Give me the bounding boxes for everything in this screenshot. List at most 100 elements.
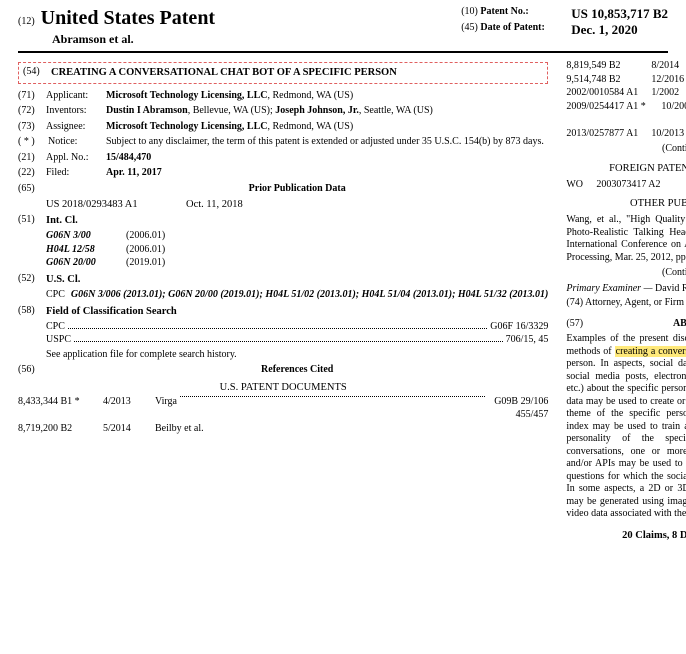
focs-uspc-lbl: USPC xyxy=(46,334,71,347)
appl-code: (21) xyxy=(18,152,46,165)
applicant-code: (71) xyxy=(18,90,46,103)
prior-pub-num: US 2018/0293483 A1 xyxy=(46,198,186,211)
pat-cls: G09B 29/106 xyxy=(488,396,548,409)
inventors-value: Dustin I Abramson, Bellevue, WA (US); Jo… xyxy=(106,105,548,118)
header-right: (10) Patent No.: US 10,853,717 B2 (45) D… xyxy=(461,6,668,39)
refs-head-row: (56) References Cited xyxy=(18,364,548,377)
notice-label: Notice: xyxy=(48,136,106,149)
intcl-sym: H04L 12/58 xyxy=(46,244,126,257)
pat-names: Beilby et al. xyxy=(155,423,548,436)
intcl-ver: (2019.01) xyxy=(126,257,548,270)
pat-date: 8/2014 xyxy=(651,60,686,73)
intcl-code: (51) xyxy=(18,214,46,227)
title-highlight-box: (54) CREATING A CONVERSATIONAL CHAT BOT … xyxy=(18,62,548,84)
dotted-leader xyxy=(74,341,503,342)
header: (12) United States Patent Abramson et al… xyxy=(18,6,668,47)
intcl-label: Int. Cl. xyxy=(46,214,78,227)
intcl-head: (51) Int. Cl. xyxy=(18,214,548,227)
abstract-text: Examples of the present disclosure descr… xyxy=(566,333,686,521)
intcl-ver: (2006.01) xyxy=(126,230,548,243)
pat-names: Virga xyxy=(155,396,177,409)
us-pats-list: 8,433,344 B1 * 4/2013 Virga G09B 29/106 … xyxy=(18,396,548,436)
cpc-value: G06N 3/006 (2013.01); G06N 20/00 (2019.0… xyxy=(71,289,548,302)
examiner-label: Primary Examiner — xyxy=(566,283,652,294)
filed-value: Apr. 11, 2017 xyxy=(106,167,548,180)
abstract-head: ABSTRACT xyxy=(594,318,686,331)
appl-field: (21) Appl. No.: 15/484,470 xyxy=(18,152,548,165)
uscl-code: (52) xyxy=(18,273,46,286)
attorney-label: (74) Attorney, Agent, or Firm — xyxy=(566,297,686,308)
foreign-num: 2003073417 A2 xyxy=(596,179,686,192)
applicant-value: Microsoft Technology Licensing, LLC, Red… xyxy=(106,90,548,103)
cpc-row: CPC G06N 3/006 (2013.01); G06N 20/00 (20… xyxy=(18,289,548,302)
continued-2: (Continued) xyxy=(566,267,686,280)
pat-num: 9,514,748 B2 xyxy=(566,74,651,87)
foreign-cc: WO xyxy=(566,179,596,192)
abstract-highlight: creating a conversational chat bot xyxy=(615,346,686,357)
examiner-line: Primary Examiner — David R Vincent xyxy=(566,283,686,296)
filed-field: (22) Filed: Apr. 11, 2017 xyxy=(18,167,548,180)
pat-row: 8,433,344 B1 * 4/2013 Virga G09B 29/106 xyxy=(18,396,548,409)
pat-num: 2013/0257877 A1 xyxy=(566,128,651,141)
author-line: Abramson et al. xyxy=(52,32,215,47)
columns: (54) CREATING A CONVERSATIONAL CHAT BOT … xyxy=(18,59,668,542)
prior-pub-row: US 2018/0293483 A1 Oct. 11, 2018 xyxy=(18,198,548,211)
left-column: (54) CREATING A CONVERSATIONAL CHAT BOT … xyxy=(18,59,548,542)
pat-date: 12/2016 xyxy=(651,74,686,87)
intcl-sym: G06N 3/00 xyxy=(46,230,126,243)
focs-cpc-val: G06F 16/3329 xyxy=(490,321,548,334)
prior-pub-title: Prior Publication Data xyxy=(46,183,548,196)
assignee-field: (73) Assignee: Microsoft Technology Lice… xyxy=(18,121,548,134)
pat-date: 10/2013 xyxy=(651,128,686,141)
focs-note: See application file for complete search… xyxy=(46,349,548,362)
pat-date: 5/2014 xyxy=(103,423,155,436)
header-left: (12) United States Patent Abramson et al… xyxy=(18,6,215,47)
prior-pub-code: (65) xyxy=(18,183,46,196)
pat-num: 2009/0254417 A1 * xyxy=(566,101,661,114)
doc-type-title: United States Patent xyxy=(41,6,215,31)
abstract-head-row: (57) ABSTRACT xyxy=(566,318,686,331)
patent-page: (12) United States Patent Abramson et al… xyxy=(0,0,686,556)
invention-title: CREATING A CONVERSATIONAL CHAT BOT OF A … xyxy=(51,66,397,80)
refs-code: (56) xyxy=(18,364,46,377)
pat-num: 2002/0010584 A1 xyxy=(566,87,651,100)
inventors-field: (72) Inventors: Dustin I Abramson, Belle… xyxy=(18,105,548,118)
right-column: 8,819,549 B28/2014Nageswaram et al. 9,51… xyxy=(566,59,686,542)
date-code: (45) xyxy=(461,22,478,33)
assignee-value: Microsoft Technology Licensing, LLC, Red… xyxy=(106,121,548,134)
pat-date: 10/2009 xyxy=(661,101,686,114)
filed-code: (22) xyxy=(18,167,46,180)
filed-label: Filed: xyxy=(46,167,106,180)
claims-line: 20 Claims, 8 Drawing Sheets xyxy=(566,529,686,542)
prior-pub-date: Oct. 11, 2018 xyxy=(186,198,243,211)
uscl-head: (52) U.S. Cl. xyxy=(18,273,548,286)
attorney-line: (74) Attorney, Agent, or Firm — Merchant… xyxy=(566,297,686,310)
dotted-leader xyxy=(180,396,485,397)
patent-no-label: Patent No.: xyxy=(480,6,528,17)
pat-date: 1/2002 xyxy=(651,87,686,100)
title-code: (54) xyxy=(23,66,51,80)
focs-code: (58) xyxy=(18,305,46,318)
foreign-head: FOREIGN PATENT DOCUMENTS xyxy=(566,162,686,175)
assignee-code: (73) xyxy=(18,121,46,134)
assignee-label: Assignee: xyxy=(46,121,106,134)
intcl-list: G06N 3/00(2006.01) H04L 12/58(2006.01) G… xyxy=(18,230,548,270)
pat-date: 4/2013 xyxy=(103,396,155,409)
pat-num: 8,433,344 B1 * xyxy=(18,396,103,409)
notice-field: ( * ) Notice: Subject to any disclaimer,… xyxy=(18,136,548,149)
foreign-row: WO 2003073417 A2 9/2003 xyxy=(566,179,686,192)
divider xyxy=(18,51,668,53)
patent-no-code: (10) xyxy=(461,6,478,17)
pat-row: 8,719,200 B2 5/2014 Beilby et al. xyxy=(18,423,548,436)
pat-num: 8,719,200 B2 xyxy=(18,423,103,436)
notice-value: Subject to any disclaimer, the term of t… xyxy=(106,136,548,149)
dotted-leader xyxy=(68,328,487,329)
focs-body: CPCG06F 16/3329 USPC706/15, 45 See appli… xyxy=(18,321,548,362)
intcl-ver: (2006.01) xyxy=(126,244,548,257)
inventors-label: Inventors: xyxy=(46,105,106,118)
doc-num-code: (12) xyxy=(18,16,35,29)
continued-1: (Continued) xyxy=(566,143,686,156)
cpc-label: CPC xyxy=(46,289,65,302)
patent-no-value: US 10,853,717 B2 xyxy=(571,6,668,22)
other-pub-text: Wang, et al., "High Quality Lip-Sync Ani… xyxy=(566,214,686,264)
